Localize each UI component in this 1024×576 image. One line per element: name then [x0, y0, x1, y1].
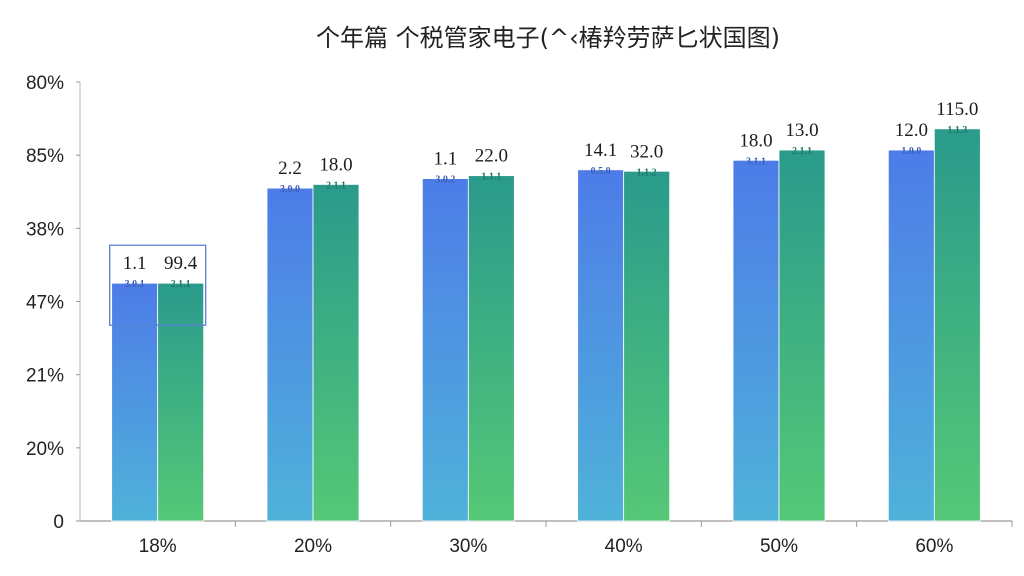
bar [732, 159, 780, 522]
bar-sublabel: 2.1.1 [171, 279, 191, 290]
bar [577, 169, 625, 522]
y-tick-label: 38% [26, 219, 64, 240]
data-label: 2.2 [278, 158, 302, 179]
data-label: 18.0 [739, 130, 772, 151]
x-tick-label: 18% [139, 536, 177, 557]
bar [266, 187, 314, 522]
data-label: 12.0 [895, 120, 928, 141]
x-tick-label: 40% [605, 536, 643, 557]
y-tick-label: 80% [26, 73, 64, 94]
data-label: 99.4 [164, 253, 198, 274]
bar [933, 128, 981, 522]
data-label: 1.1 [123, 253, 147, 274]
data-label: 115.0 [936, 99, 978, 120]
bar [467, 175, 515, 522]
bar [778, 149, 826, 522]
bar-sublabel: 3.1.1 [746, 156, 766, 167]
bar-sublabel: 3.0.0 [280, 184, 300, 195]
highlight-box [109, 244, 207, 326]
x-tick-label: 60% [915, 536, 953, 557]
y-tick-label: 20% [26, 439, 64, 460]
bar-sublabel: 2.1.1 [792, 146, 812, 157]
bar-sublabel: 1.0.0 [901, 146, 921, 157]
data-label: 22.0 [475, 146, 508, 167]
chart-title: 个年篇 个税管家电子(^‹椿羚劳萨匕状国图) [316, 24, 780, 52]
bar-sublabel: 1.1.3 [947, 125, 967, 136]
x-tick-label: 50% [760, 536, 798, 557]
y-tick-label: 47% [26, 293, 64, 314]
bar-sublabel: 2.1.1 [326, 180, 346, 191]
y-tick-label: 21% [26, 366, 64, 387]
data-label: 18.0 [319, 154, 352, 175]
bar [312, 184, 360, 522]
bar-sublabel: 1.1.2 [637, 167, 657, 178]
data-label: 32.0 [630, 141, 663, 162]
bar [887, 149, 935, 522]
bar [111, 282, 159, 522]
y-tick-label: 0 [53, 512, 64, 533]
bar-sublabel: 3.0.2 [435, 175, 455, 186]
bar [157, 282, 205, 522]
data-label: 1.1 [433, 149, 457, 170]
bar [623, 170, 671, 522]
y-tick-label: 85% [26, 146, 64, 167]
x-tick-label: 20% [294, 536, 332, 557]
bar-sublabel: 3.0.1 [125, 279, 145, 290]
bar [421, 178, 469, 522]
data-label: 14.1 [584, 140, 617, 161]
bar-sublabel: 1.1.1 [481, 172, 501, 183]
bar-sublabel: 0.5.0 [591, 166, 611, 177]
data-label: 13.0 [785, 120, 818, 141]
x-tick-label: 30% [449, 536, 487, 557]
